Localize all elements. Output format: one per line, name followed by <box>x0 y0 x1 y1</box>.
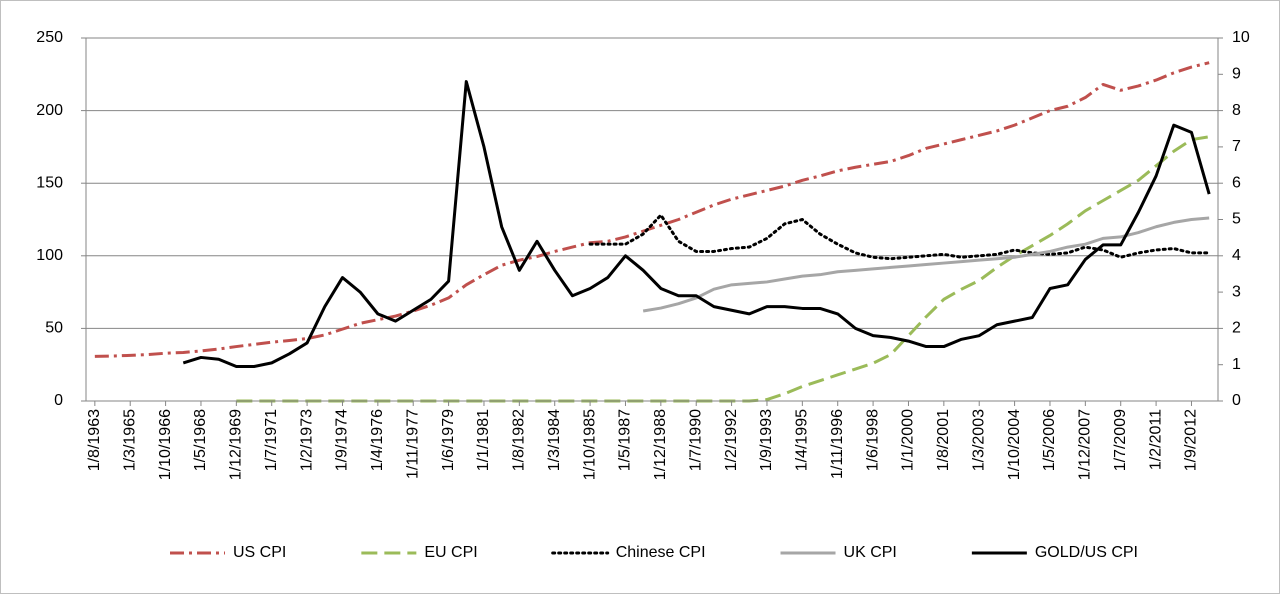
x-tick-label: 1/2/1973 <box>298 409 315 471</box>
y-tick-label: 0 <box>54 392 63 409</box>
x-tick-label: 1/6/1998 <box>864 409 881 471</box>
x-tick-label: 1/7/1990 <box>687 409 704 471</box>
y2-tick-label: 7 <box>1232 138 1241 155</box>
x-tick-label: 1/11/1996 <box>829 409 846 479</box>
x-tick-label: 1/9/2012 <box>1183 409 1200 471</box>
y2-tick-label: 6 <box>1232 174 1241 191</box>
y2-tick-label: 4 <box>1232 247 1241 264</box>
x-tick-label: 1/1/2000 <box>900 409 917 471</box>
x-tick-label: 1/8/1982 <box>511 409 528 471</box>
y2-tick-label: 8 <box>1232 102 1241 119</box>
x-tick-label: 1/3/1965 <box>121 409 138 471</box>
legend-label: Chinese CPI <box>616 544 706 561</box>
y2-tick-label: 10 <box>1232 29 1250 46</box>
x-tick-label: 1/8/2001 <box>935 409 952 471</box>
legend-label: US CPI <box>233 544 286 561</box>
x-tick-label: 1/3/1984 <box>546 409 563 471</box>
x-tick-label: 1/6/1979 <box>440 409 457 471</box>
x-tick-label: 1/5/1987 <box>617 409 634 471</box>
x-tick-label: 1/4/1976 <box>369 409 386 471</box>
y2-tick-label: 2 <box>1232 320 1241 337</box>
y2-tick-label: 0 <box>1232 392 1241 409</box>
y-tick-label: 150 <box>36 174 63 191</box>
x-tick-label: 1/12/1969 <box>228 409 245 480</box>
legend: US CPI EU CPI Chinese CPI UK CPI GOLD/US CPI <box>170 544 1138 561</box>
x-tick-label: 1/8/1963 <box>86 409 103 471</box>
x-tick-label: 1/3/2003 <box>970 409 987 471</box>
x-tick-label: 1/5/2006 <box>1041 409 1058 471</box>
legend-label: UK CPI <box>844 544 897 561</box>
series-line <box>94 61 1210 358</box>
x-tick-label: 1/9/1974 <box>334 409 351 471</box>
x-tick-label: 1/2/2011 <box>1147 409 1164 470</box>
x-tick-label: 1/10/1985 <box>581 409 598 480</box>
x-tick-label: 1/7/2009 <box>1112 409 1129 471</box>
series-line <box>182 80 1211 369</box>
x-tick-label: 1/7/1971 <box>263 409 280 471</box>
x-tick-label: 1/11/1977 <box>404 409 421 479</box>
legend-label: GOLD/US CPI <box>1035 544 1138 561</box>
series-line <box>588 213 1211 261</box>
y-tick-label: 100 <box>36 247 63 264</box>
x-tick-label: 1/4/1995 <box>794 409 811 471</box>
x-tick-label: 1/5/1968 <box>192 409 209 471</box>
x-tick-label: 1/10/2004 <box>1006 409 1023 480</box>
y2-tick-label: 9 <box>1232 66 1241 83</box>
y-tick-label: 250 <box>36 29 63 46</box>
legend-label: EU CPI <box>424 544 477 561</box>
x-tick-label: 1/12/2007 <box>1077 409 1094 480</box>
y-tick-label: 200 <box>36 102 63 119</box>
y2-tick-label: 5 <box>1232 211 1241 228</box>
x-tick-label: 1/10/1966 <box>157 409 174 480</box>
x-tick-label: 1/9/1993 <box>758 409 775 471</box>
x-tick-label: 1/1/1981 <box>475 409 492 471</box>
y-tick-label: 50 <box>45 320 63 337</box>
y2-tick-label: 1 <box>1232 356 1241 373</box>
y2-tick-label: 3 <box>1232 283 1241 300</box>
series-line <box>642 216 1210 313</box>
x-tick-label: 1/12/1988 <box>652 409 669 480</box>
x-tick-label: 1/2/1992 <box>723 409 740 471</box>
